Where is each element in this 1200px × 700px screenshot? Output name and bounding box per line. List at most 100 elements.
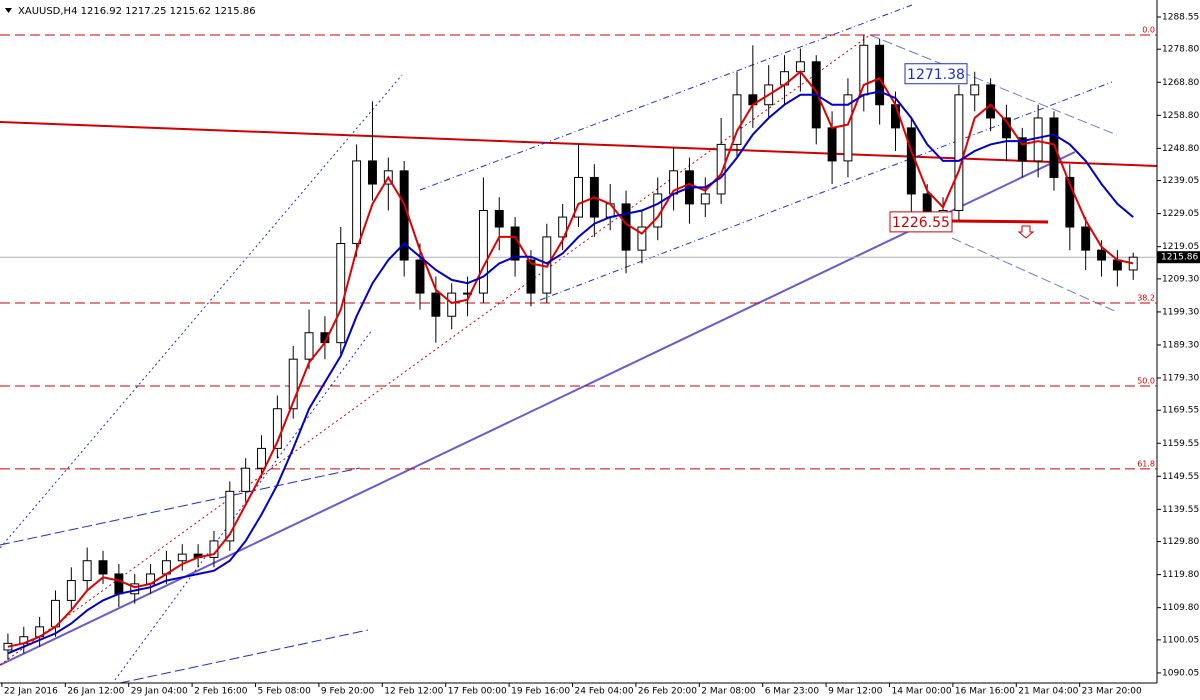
candle-body: [304, 332, 314, 360]
x-tick-label: 16 Mar 16:00: [955, 687, 1015, 697]
candle-body: [891, 104, 900, 129]
candle-body: [415, 259, 425, 294]
price-annotation-box: [889, 211, 953, 233]
candle-body: [336, 243, 346, 344]
candle-body: [1097, 249, 1106, 261]
candle-body: [795, 61, 805, 73]
fan-line: [951, 237, 1118, 313]
candle-body: [66, 580, 76, 601]
price-annotation-box: [904, 63, 968, 85]
candle-body: [510, 226, 520, 261]
y-tick-label: 1209.30: [1162, 274, 1199, 284]
moving-average: [7, 90, 1134, 655]
fib-label: 61.8: [1137, 459, 1155, 468]
last-price-label: 1215.86: [1161, 253, 1198, 263]
y-tick-label: 1248.80: [1162, 144, 1199, 154]
x-tick-label: 29 Jan 04:00: [131, 687, 188, 697]
candle-body: [526, 259, 536, 294]
y-tick-label: 1109.80: [1162, 603, 1199, 613]
x-tick-label: 19 Feb 16:00: [511, 687, 570, 697]
y-tick-label: 1169.55: [1162, 406, 1199, 416]
price-annotation: 1226.55: [892, 215, 950, 231]
x-tick-label: 9 Mar 12:00: [828, 687, 883, 697]
x-tick-label: 26 Jan 12:00: [67, 687, 124, 697]
last-price-box: [1157, 251, 1200, 264]
menu-triangle: [5, 8, 12, 13]
candle-body: [225, 490, 235, 542]
moving-average: [7, 70, 1134, 648]
candle-body: [447, 292, 457, 317]
y-tick-label: 1199.30: [1162, 307, 1199, 317]
candle-body: [431, 292, 441, 317]
x-tick-label: 2 Mar 08:00: [701, 687, 756, 697]
y-tick-label: 1189.30: [1162, 340, 1199, 350]
candle-body: [637, 226, 647, 251]
y-tick-label: 1090.05: [1162, 668, 1199, 678]
channel-line: [419, 4, 913, 191]
y-tick-label: 1100.05: [1162, 635, 1199, 645]
channel-line: [539, 81, 1113, 301]
down-arrow: [1017, 225, 1035, 239]
fib-label: 0.0: [1142, 26, 1155, 35]
candle-body: [954, 94, 964, 211]
y-tick-label: 1239.05: [1162, 176, 1199, 186]
fib-base-line: [0, 34, 871, 666]
x-tick-label: 26 Feb 20:00: [638, 687, 697, 697]
channel-line: [0, 74, 403, 549]
x-tick-label: 6 Mar 23:00: [765, 687, 820, 697]
fib-label: 50.0: [1137, 376, 1155, 385]
y-tick-label: 1268.80: [1162, 78, 1199, 88]
candle-body: [1049, 117, 1059, 178]
candle-body: [272, 408, 282, 449]
x-tick-label: 2 Feb 16:00: [194, 687, 248, 697]
channel-line: [114, 329, 373, 681]
target-line: [951, 219, 1049, 224]
x-tick-label: 14 Mar 00:00: [891, 687, 951, 697]
candle-body: [288, 358, 298, 410]
x-tick-label: 23 Mar 20:00: [1082, 687, 1142, 697]
candle-body: [1033, 117, 1043, 162]
candle-body: [1128, 256, 1138, 271]
y-tick-label: 1288.55: [1162, 13, 1199, 23]
candle-body: [177, 553, 187, 562]
candle-body: [970, 84, 980, 96]
candle-body: [700, 193, 710, 205]
candle-body: [875, 44, 885, 106]
support-line: [0, 151, 1076, 666]
candle-body: [1081, 226, 1091, 251]
y-tick-label: 1258.80: [1162, 111, 1199, 121]
y-tick-label: 1219.05: [1162, 242, 1199, 252]
y-tick-label: 1229.05: [1162, 209, 1199, 219]
x-tick-label: 17 Feb 00:00: [448, 687, 507, 697]
candle-body: [478, 209, 488, 294]
x-tick-label: 24 Feb 04:00: [575, 687, 634, 697]
candle-body: [494, 209, 504, 228]
candle-body: [558, 216, 568, 238]
candle-body: [621, 203, 631, 251]
candle-body: [843, 94, 853, 162]
y-tick-label: 1179.30: [1162, 374, 1199, 384]
y-tick-label: 1159.55: [1162, 439, 1199, 449]
x-tick-label: 9 Feb 20:00: [321, 687, 375, 697]
candle-body: [367, 160, 377, 185]
price-annotation: 1271.38: [907, 67, 965, 83]
y-tick-label: 1278.80: [1162, 45, 1199, 55]
y-tick-label: 1119.80: [1162, 570, 1199, 580]
candle-body: [1017, 137, 1027, 162]
y-tick-label: 1139.55: [1162, 505, 1199, 515]
candle-body: [98, 560, 108, 575]
candle-body: [257, 447, 266, 469]
candle-body: [732, 94, 742, 145]
fib-label: 38.2: [1137, 294, 1155, 303]
candle-body: [827, 127, 837, 162]
candle-body: [241, 467, 251, 492]
candle-body: [986, 84, 996, 119]
chart-title: XAUUSD,H4 1216.92 1217.25 1215.62 1215.8…: [18, 6, 256, 17]
candle-body: [716, 143, 726, 195]
candle-body: [352, 160, 362, 245]
y-tick-label: 1129.80: [1162, 537, 1199, 547]
y-tick-label: 1149.55: [1162, 472, 1199, 482]
candle-body: [906, 127, 916, 195]
